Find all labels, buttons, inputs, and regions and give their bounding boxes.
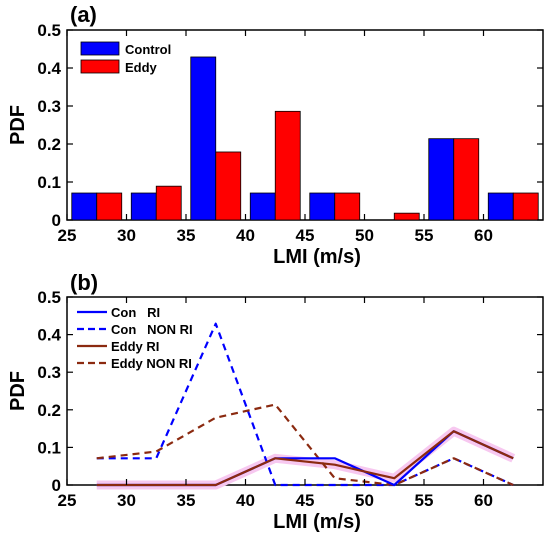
- legend-swatch-control: [80, 41, 120, 56]
- legend-label-eddy-non-ri: Eddy NON RI: [111, 356, 192, 371]
- x-tick-label: 25: [58, 491, 77, 510]
- x-tick-label: 30: [117, 491, 136, 510]
- y-tick-label: 0.5: [37, 288, 61, 307]
- y-tick-label: 0.3: [37, 97, 61, 116]
- x-tick-label: 40: [236, 226, 255, 245]
- legend-label-control: Control: [125, 42, 171, 57]
- line-eddy-ri: [96, 430, 514, 487]
- x-tick-label: 55: [415, 491, 434, 510]
- y-tick-label: 0: [52, 211, 61, 230]
- panel-b-x-ticks: 25 30 35 40 45 50 55 60: [58, 297, 493, 510]
- y-tick-label: 0.1: [37, 173, 61, 192]
- bar-eddy: [96, 192, 123, 221]
- y-tick-label: 0.2: [37, 401, 61, 420]
- y-tick-label: 0.3: [37, 363, 61, 382]
- bar-eddy: [393, 212, 420, 221]
- bar-eddy: [512, 192, 539, 221]
- bar-eddy: [274, 110, 301, 221]
- y-tick-label: 0.4: [37, 59, 61, 78]
- bar-eddy: [453, 138, 480, 221]
- x-tick-label: 35: [177, 491, 196, 510]
- panel-b-legend: Con RI Con NON RI Eddy RI Eddy NON RI: [77, 305, 193, 371]
- line-eddy-non-ri: [96, 403, 514, 487]
- bar-control: [130, 192, 157, 221]
- bar-control: [71, 192, 98, 221]
- panel-a-label: (a): [70, 2, 97, 27]
- y-tick-label: 0.1: [37, 438, 61, 457]
- bar-control: [249, 192, 276, 221]
- x-tick-label: 35: [177, 226, 196, 245]
- legend-label-eddy-ri: Eddy RI: [111, 339, 159, 354]
- bar-control: [190, 56, 217, 221]
- bar-control: [309, 192, 336, 221]
- legend-label-con-non-ri: Con NON RI: [111, 322, 193, 337]
- y-tick-label: 0.4: [37, 326, 61, 345]
- panel-a-x-ticks: 25 30 35 40 45 50 55 60: [58, 30, 493, 245]
- legend-swatch-eddy: [80, 59, 120, 74]
- y-tick-label: 0.5: [37, 21, 61, 40]
- x-tick-label: 50: [355, 491, 374, 510]
- legend-label-eddy: Eddy: [125, 60, 158, 75]
- bar-eddy: [215, 151, 242, 221]
- panel-a-x-axis-label: LMI (m/s): [273, 246, 361, 268]
- bar-control: [487, 192, 514, 221]
- x-tick-label: 60: [474, 491, 493, 510]
- panel-b-y-axis-label: PDF: [7, 371, 29, 411]
- x-tick-label: 60: [474, 226, 493, 245]
- panel-a-bar-chart: (a) 0 0.1 0.2 0.3 0.4 0.5 25 30 35 40 45 50 55 60 PD…: [7, 2, 544, 268]
- bar-control: [428, 138, 455, 221]
- x-tick-label: 25: [58, 226, 77, 245]
- panel-b-label: (b): [70, 270, 98, 295]
- bar-eddy: [155, 185, 182, 221]
- x-tick-label: 30: [117, 226, 136, 245]
- x-tick-label: 40: [236, 491, 255, 510]
- legend-label-con-ri: Con RI: [111, 305, 160, 320]
- panel-b-y-ticks: 0 0.1 0.2 0.3 0.4 0.5: [37, 288, 543, 495]
- bar-eddy: [334, 192, 361, 221]
- x-tick-label: 45: [296, 491, 315, 510]
- y-tick-label: 0: [52, 476, 61, 495]
- panel-b-x-axis-label: LMI (m/s): [273, 511, 361, 533]
- panel-a-bars: [71, 56, 539, 221]
- y-tick-label: 0.2: [37, 135, 61, 154]
- panel-a-y-axis-label: PDF: [7, 105, 29, 145]
- panel-a-y-ticks: 0 0.1 0.2 0.3 0.4 0.5: [37, 21, 543, 230]
- x-tick-label: 55: [415, 226, 434, 245]
- panel-a-legend: Control Eddy: [80, 41, 171, 75]
- x-tick-label: 50: [355, 226, 374, 245]
- panel-b-line-chart: (b) 0 0.1 0.2 0.3 0.4 0.5 25 30 35 40 45 50 55 60 PD…: [7, 270, 544, 533]
- x-tick-label: 45: [296, 226, 315, 245]
